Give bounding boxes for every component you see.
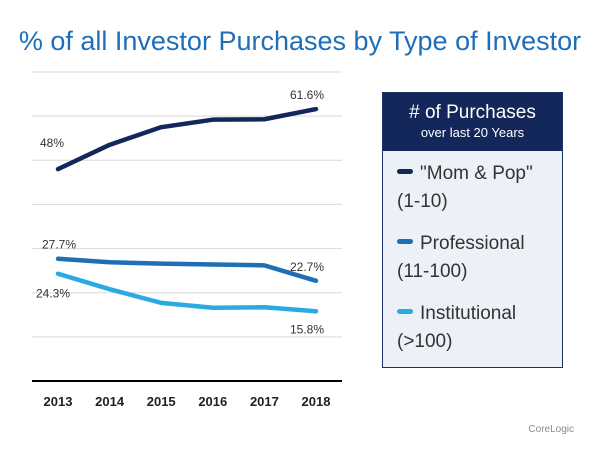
legend: # of Purchases over last 20 Years "Mom &…: [382, 92, 563, 368]
legend-item-institutional: Institutional (>100): [397, 303, 562, 353]
x-tick-label: 2015: [147, 394, 176, 409]
legend-item-professional: Professional (11-100): [397, 233, 562, 283]
legend-swatch-institutional: [397, 308, 413, 314]
x-tick-label: 2014: [95, 394, 125, 409]
x-tick-label: 2018: [302, 394, 331, 409]
data-label: 61.6%: [290, 88, 324, 102]
series-line: [55, 256, 319, 284]
data-label: 27.7%: [42, 238, 76, 252]
chart-title: % of all Investor Purchases by Type of I…: [18, 26, 582, 56]
x-tick-label: 2017: [250, 394, 279, 409]
data-label: 15.8%: [290, 322, 324, 336]
data-label: 22.7%: [290, 260, 324, 274]
x-tick-label: 2013: [44, 394, 73, 409]
legend-swatch-mom-and-pop: [397, 168, 413, 174]
legend-item-mom-and-pop: "Mom & Pop" (1-10): [397, 163, 562, 213]
legend-header: # of Purchases over last 20 Years: [383, 93, 562, 151]
legend-swatch-professional: [397, 238, 413, 244]
legend-range-mom-and-pop: (1-10): [397, 191, 448, 212]
series-line: [55, 106, 319, 172]
x-tick-label: 2016: [198, 394, 227, 409]
data-label: 48%: [40, 136, 64, 150]
source-credit: CoreLogic: [528, 424, 574, 435]
legend-range-institutional: (>100): [397, 331, 453, 352]
series-line: [55, 271, 319, 314]
legend-label-mom-and-pop: "Mom & Pop": [420, 163, 533, 184]
legend-label-institutional: Institutional: [420, 303, 517, 324]
data-label: 24.3%: [36, 287, 70, 301]
legend-heading: # of Purchases: [409, 102, 536, 123]
legend-range-professional: (11-100): [397, 261, 468, 282]
legend-subheading: over last 20 Years: [420, 125, 525, 140]
legend-label-professional: Professional: [420, 233, 525, 254]
